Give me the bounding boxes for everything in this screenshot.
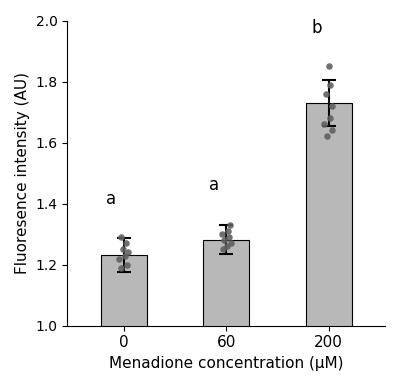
Text: a: a: [106, 190, 116, 208]
Point: [125, 249, 131, 256]
Point: [324, 134, 330, 140]
Point: [321, 121, 328, 127]
Point: [116, 256, 123, 262]
Point: [329, 103, 336, 109]
Text: a: a: [209, 176, 219, 195]
Point: [225, 228, 231, 234]
X-axis label: Menadione concentration (μM): Menadione concentration (μM): [109, 356, 344, 371]
Point: [219, 246, 226, 252]
Point: [124, 262, 130, 268]
Bar: [306, 103, 352, 386]
Point: [122, 252, 128, 259]
Point: [227, 240, 234, 246]
Point: [123, 240, 130, 246]
Point: [119, 246, 126, 252]
Point: [328, 127, 335, 134]
Point: [224, 243, 231, 249]
Point: [221, 237, 228, 243]
Y-axis label: Fluoresence intensity (AU): Fluoresence intensity (AU): [15, 72, 30, 274]
Point: [327, 81, 334, 88]
Point: [326, 63, 332, 69]
Point: [227, 222, 233, 228]
Point: [118, 234, 124, 240]
Bar: [203, 240, 249, 386]
Point: [118, 265, 124, 271]
Bar: [101, 255, 147, 386]
Point: [219, 231, 225, 237]
Point: [226, 234, 232, 240]
Point: [327, 115, 333, 121]
Point: [322, 91, 329, 97]
Text: b: b: [311, 19, 322, 37]
